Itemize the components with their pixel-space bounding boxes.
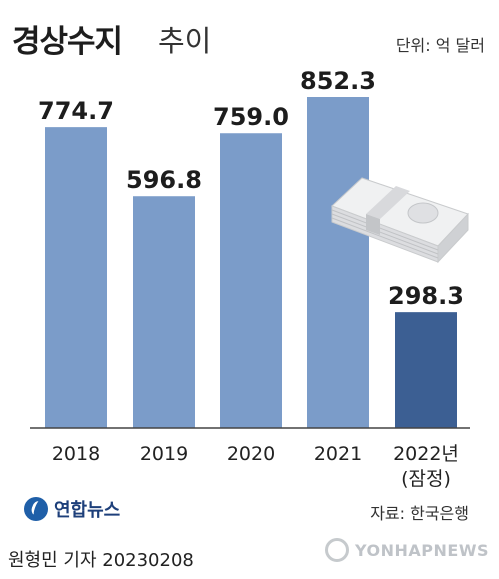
unit-label: 단위: 억 달러 — [395, 36, 485, 55]
bar-2018 — [45, 127, 107, 428]
chart-title: 경상수지 — [12, 24, 123, 60]
bar-2020 — [220, 133, 282, 428]
yonhap-logo-text: 연합뉴스 — [54, 500, 121, 521]
money-illustration — [331, 177, 469, 264]
value-label-2022년: 298.3 — [388, 282, 464, 310]
x-tick-label-2018: 2018 — [52, 443, 100, 465]
author-credit: 원형민 기자 20230208 — [8, 550, 194, 571]
watermark: YONHAPNEWS — [325, 538, 489, 562]
value-label-2019: 596.8 — [126, 166, 202, 194]
bar-2019 — [133, 196, 195, 428]
watermark-logo-icon — [325, 538, 349, 562]
x-tick-label-2019: 2019 — [140, 443, 188, 465]
bars-group: 774.7 2018 596.8 2019 759.0 2020 852.3 2021 298.… — [38, 67, 464, 490]
value-label-2020: 759.0 — [213, 103, 289, 131]
watermark-text: YONHAPNEWS — [355, 540, 489, 560]
value-label-2018: 774.7 — [38, 97, 114, 125]
yonhap-logo: 연합뉴스 — [24, 496, 120, 522]
x-tick-label-2022년: 2022년 — [393, 443, 459, 465]
x-tick-label-2020: 2020 — [227, 443, 275, 465]
source-note: 자료: 한국은행 — [370, 504, 469, 523]
chart-title-suffix: 추이 — [158, 24, 212, 58]
x-tick-note-2022년: (잠정) — [401, 468, 451, 490]
value-label-2021: 852.3 — [300, 67, 376, 95]
yonhap-logo-icon — [24, 497, 48, 521]
bar-2021 — [307, 97, 369, 428]
bar-2022년 — [395, 312, 457, 428]
x-tick-label-2021: 2021 — [314, 443, 362, 465]
